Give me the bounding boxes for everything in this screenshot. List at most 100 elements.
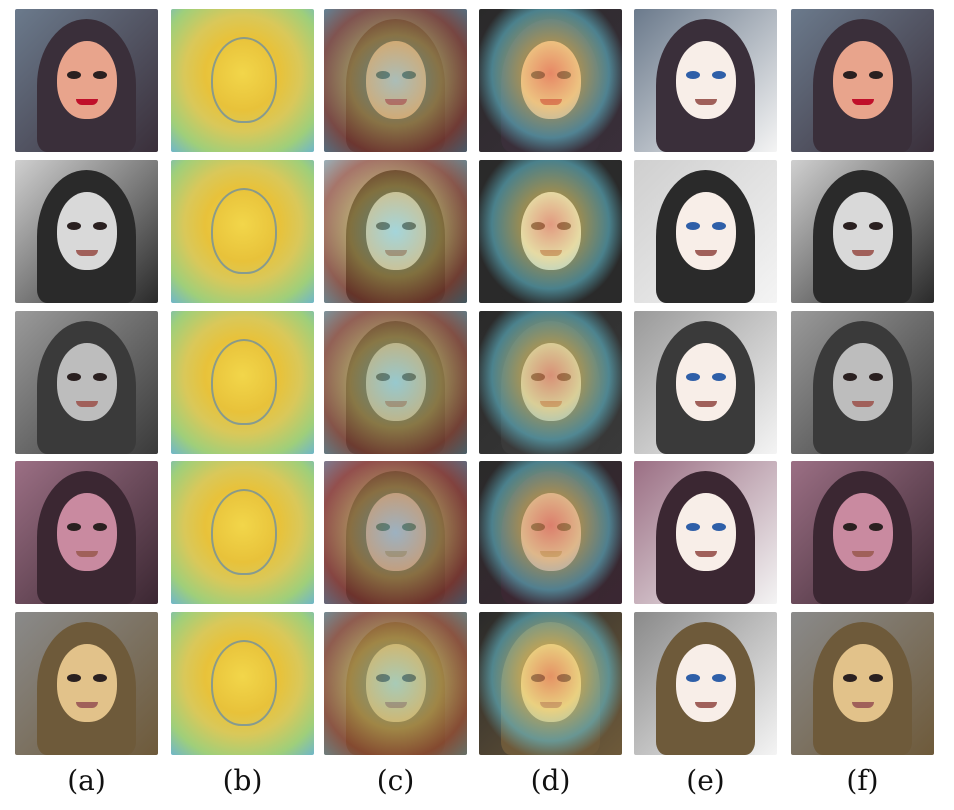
image-cell xyxy=(15,160,158,303)
eye xyxy=(93,222,107,230)
image-cell xyxy=(479,9,622,152)
image-cell xyxy=(15,612,158,755)
image-cell xyxy=(634,160,777,303)
column-label: (c) xyxy=(376,764,415,797)
mouth xyxy=(852,250,874,256)
image-cell xyxy=(479,160,622,303)
eye xyxy=(67,71,81,79)
heatmap-overlay xyxy=(479,461,622,604)
image-cell xyxy=(15,9,158,152)
heatmap-overlay xyxy=(324,461,467,604)
mouth xyxy=(852,401,874,407)
image-cell xyxy=(171,9,314,152)
image-cell xyxy=(324,612,467,755)
eye xyxy=(843,674,857,682)
face-outline xyxy=(211,188,277,274)
eye xyxy=(843,71,857,79)
mouth xyxy=(695,250,717,256)
mouth xyxy=(76,401,98,407)
mouth xyxy=(76,99,98,105)
mouth xyxy=(76,551,98,557)
face xyxy=(833,493,893,571)
eye xyxy=(67,674,81,682)
face xyxy=(676,493,736,571)
eye xyxy=(67,222,81,230)
face xyxy=(57,192,117,270)
eye xyxy=(712,222,726,230)
eye xyxy=(93,523,107,531)
heatmap-overlay xyxy=(479,311,622,454)
heatmap-overlay xyxy=(479,612,622,755)
mouth xyxy=(852,99,874,105)
face xyxy=(833,192,893,270)
eye xyxy=(869,523,883,531)
column-label: (b) xyxy=(222,764,263,797)
eye xyxy=(843,373,857,381)
image-cell xyxy=(171,612,314,755)
image-cell xyxy=(791,612,934,755)
eye xyxy=(686,373,700,381)
image-cell xyxy=(324,160,467,303)
heatmap-overlay xyxy=(479,160,622,303)
column-label: (a) xyxy=(67,764,106,797)
eye xyxy=(869,674,883,682)
image-grid xyxy=(15,9,934,755)
face-outline xyxy=(211,339,277,425)
eye xyxy=(686,674,700,682)
image-cell xyxy=(15,311,158,454)
mouth xyxy=(695,99,717,105)
image-cell xyxy=(791,160,934,303)
image-cell xyxy=(15,461,158,604)
face xyxy=(833,343,893,421)
eye xyxy=(686,71,700,79)
mouth xyxy=(76,250,98,256)
face xyxy=(676,41,736,119)
heatmap-overlay xyxy=(324,9,467,152)
face xyxy=(833,41,893,119)
heatmap-overlay xyxy=(324,612,467,755)
eye xyxy=(843,523,857,531)
image-cell xyxy=(324,311,467,454)
eye xyxy=(869,373,883,381)
heatmap-overlay xyxy=(479,9,622,152)
face xyxy=(676,343,736,421)
eye xyxy=(869,222,883,230)
mouth xyxy=(852,702,874,708)
heatmap-overlay xyxy=(324,311,467,454)
mouth xyxy=(852,551,874,557)
image-cell xyxy=(324,9,467,152)
eye xyxy=(67,373,81,381)
face xyxy=(57,493,117,571)
image-cell xyxy=(791,461,934,604)
eye xyxy=(686,523,700,531)
column-label: (f) xyxy=(846,764,879,797)
mouth xyxy=(695,401,717,407)
heatmap-overlay xyxy=(324,160,467,303)
eye xyxy=(712,373,726,381)
image-cell xyxy=(634,612,777,755)
image-cell xyxy=(479,461,622,604)
eye xyxy=(67,523,81,531)
column-label: (e) xyxy=(686,764,725,797)
eye xyxy=(712,71,726,79)
image-cell xyxy=(634,311,777,454)
face-outline xyxy=(211,489,277,575)
face xyxy=(57,644,117,722)
image-cell xyxy=(634,461,777,604)
mouth xyxy=(695,702,717,708)
face xyxy=(833,644,893,722)
eye xyxy=(869,71,883,79)
image-cell xyxy=(634,9,777,152)
image-cell xyxy=(479,612,622,755)
image-cell xyxy=(479,311,622,454)
eye xyxy=(712,674,726,682)
eye xyxy=(93,674,107,682)
face-outline xyxy=(211,37,277,123)
face xyxy=(676,192,736,270)
face xyxy=(676,644,736,722)
mouth xyxy=(695,551,717,557)
image-cell xyxy=(171,160,314,303)
image-cell xyxy=(171,461,314,604)
image-cell xyxy=(324,461,467,604)
face xyxy=(57,343,117,421)
